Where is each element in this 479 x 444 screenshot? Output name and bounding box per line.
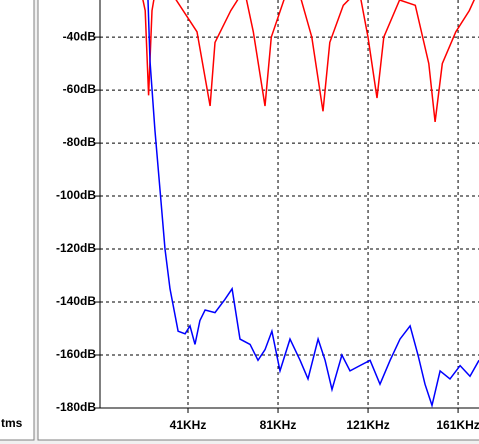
y-tick-label: -100dB xyxy=(56,188,96,202)
x-tick-label: 41KHz xyxy=(170,418,207,432)
plot-panel xyxy=(37,0,479,441)
y-tick-label: -180dB xyxy=(56,400,96,414)
series-group xyxy=(142,0,479,408)
x-tick-label: 81KHz xyxy=(260,418,297,432)
y-tick-label: -60dB xyxy=(63,82,97,96)
line-series xyxy=(147,0,479,408)
y-tick-label: -80dB xyxy=(63,135,97,149)
y-tick-label: -160dB xyxy=(56,347,96,361)
y-tick-label: -40dB xyxy=(63,29,97,43)
y-tick-label: -120dB xyxy=(56,241,96,255)
left-panel-label: tms xyxy=(1,416,23,430)
left-panel xyxy=(0,0,35,441)
x-tick-label: 121KHz xyxy=(346,418,389,432)
x-tick-label: 161KHz xyxy=(436,418,479,432)
line-series xyxy=(142,0,475,122)
y-tick-label: -140dB xyxy=(56,294,96,308)
